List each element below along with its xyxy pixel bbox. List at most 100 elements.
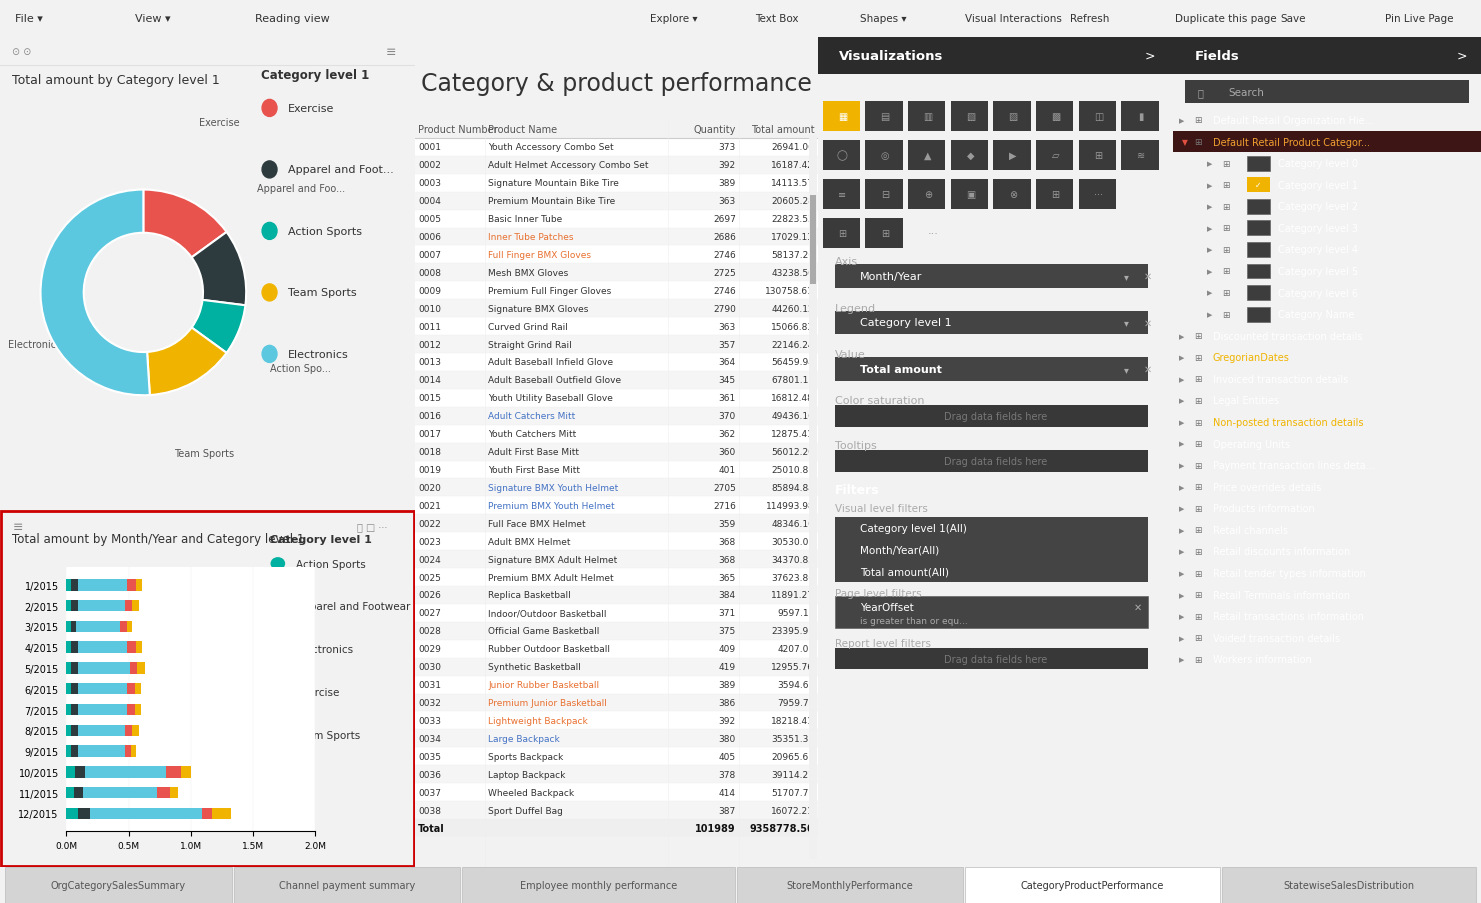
Text: Invoiced transaction details: Invoiced transaction details [1213, 375, 1348, 385]
Text: 56012.20: 56012.20 [772, 448, 815, 457]
Text: ▱: ▱ [1052, 151, 1059, 161]
Text: ▶: ▶ [1179, 398, 1185, 404]
Text: Lightweight Backpack: Lightweight Backpack [489, 716, 588, 725]
Text: Rubber Outdoor Basketball: Rubber Outdoor Basketball [489, 645, 610, 654]
Bar [67, 787, 74, 798]
Text: 18218.41: 18218.41 [772, 716, 815, 725]
Bar [90, 808, 201, 819]
Text: ▶: ▶ [1179, 117, 1185, 124]
Text: Category level 0: Category level 0 [1278, 159, 1358, 169]
Circle shape [262, 162, 277, 179]
Text: Adult Baseball Outfield Glove: Adult Baseball Outfield Glove [489, 376, 622, 385]
Text: Inner Tube Patches: Inner Tube Patches [489, 233, 575, 242]
Bar [415, 819, 818, 837]
Text: 371: 371 [718, 609, 736, 618]
Text: ⊞: ⊞ [1195, 461, 1203, 470]
Text: ✕: ✕ [1143, 365, 1152, 375]
Text: Total amount: Total amount [751, 125, 815, 135]
Text: Category level 2: Category level 2 [1278, 202, 1358, 212]
Text: ⊞: ⊞ [881, 228, 889, 238]
Text: ▼: ▼ [1182, 138, 1188, 147]
Text: 35351.39: 35351.39 [772, 734, 815, 743]
Bar [1247, 156, 1271, 172]
Text: 0012: 0012 [418, 340, 441, 349]
Bar [76, 767, 84, 777]
Text: Text Box: Text Box [755, 14, 798, 24]
Text: StoreMonthlyPerformance: StoreMonthlyPerformance [786, 880, 914, 890]
Text: ✕: ✕ [1133, 602, 1142, 612]
Bar [1121, 102, 1158, 132]
Text: 67801.10: 67801.10 [772, 376, 815, 385]
Text: 380: 380 [718, 734, 736, 743]
Text: Visualizations: Visualizations [838, 50, 943, 62]
Bar [865, 219, 903, 248]
Bar [865, 102, 903, 132]
Text: Filters: Filters [835, 483, 880, 497]
Text: Action Spo...: Action Spo... [270, 364, 330, 374]
Text: Premium Mountain Bike Tire: Premium Mountain Bike Tire [489, 197, 616, 206]
Text: Legend: Legend [835, 303, 877, 313]
Bar [132, 725, 139, 736]
Bar [994, 180, 1031, 209]
Bar [835, 358, 1148, 381]
Bar [132, 600, 139, 611]
Bar [415, 730, 818, 748]
Circle shape [271, 558, 284, 570]
Text: ⊞: ⊞ [1195, 634, 1203, 643]
Text: ···: ··· [1094, 190, 1103, 200]
Text: Category level 5: Category level 5 [1278, 266, 1358, 276]
Bar [835, 312, 1148, 335]
Bar [415, 318, 818, 336]
Text: Fields: Fields [1195, 50, 1240, 62]
Bar [135, 704, 141, 715]
Text: 0009: 0009 [418, 286, 441, 295]
Bar [823, 102, 860, 132]
Text: 0015: 0015 [418, 394, 441, 403]
Bar [415, 569, 818, 586]
Text: ≋: ≋ [1137, 151, 1145, 161]
Circle shape [262, 223, 277, 240]
Text: 12875.41: 12875.41 [772, 430, 815, 439]
Text: Full Finger BMX Gloves: Full Finger BMX Gloves [489, 251, 591, 259]
Text: 20965.67: 20965.67 [772, 752, 815, 761]
Text: 409: 409 [718, 645, 736, 654]
Text: 0019: 0019 [418, 465, 441, 474]
Bar [1247, 200, 1271, 215]
Bar [170, 787, 178, 798]
Text: 0010: 0010 [418, 304, 441, 313]
Text: 370: 370 [718, 412, 736, 421]
Text: CategoryProductPerformance: CategoryProductPerformance [1020, 880, 1164, 890]
Bar [415, 658, 818, 675]
Bar [908, 180, 945, 209]
Bar [415, 586, 818, 604]
Text: ▶: ▶ [1179, 484, 1185, 490]
Bar [1247, 265, 1271, 279]
Bar [130, 746, 136, 757]
Text: 0004: 0004 [418, 197, 441, 206]
Bar [77, 663, 130, 674]
Text: 359: 359 [718, 519, 736, 528]
Text: 16812.48: 16812.48 [772, 394, 815, 403]
Text: ⊞: ⊞ [1195, 440, 1203, 449]
Text: Basic Inner Tube: Basic Inner Tube [489, 215, 563, 224]
Text: 101989: 101989 [695, 824, 736, 833]
Text: 0035: 0035 [418, 752, 441, 761]
Bar [835, 597, 1148, 628]
Bar [835, 648, 1148, 670]
Bar [1247, 221, 1271, 236]
Text: ⊞: ⊞ [1094, 151, 1102, 161]
Text: 384: 384 [718, 591, 736, 600]
Bar [67, 725, 71, 736]
Text: Month/Year(All): Month/Year(All) [860, 545, 939, 555]
Bar [71, 663, 77, 674]
Bar [415, 515, 818, 533]
Text: 0021: 0021 [418, 501, 441, 510]
Text: 0016: 0016 [418, 412, 441, 421]
Text: Apparel and Foo...: Apparel and Foo... [258, 184, 345, 194]
Bar [415, 336, 818, 354]
Bar [67, 684, 71, 694]
Text: 0027: 0027 [418, 609, 441, 618]
Text: Page level filters: Page level filters [835, 589, 921, 599]
Bar [415, 748, 818, 766]
Text: Save: Save [1280, 14, 1305, 24]
